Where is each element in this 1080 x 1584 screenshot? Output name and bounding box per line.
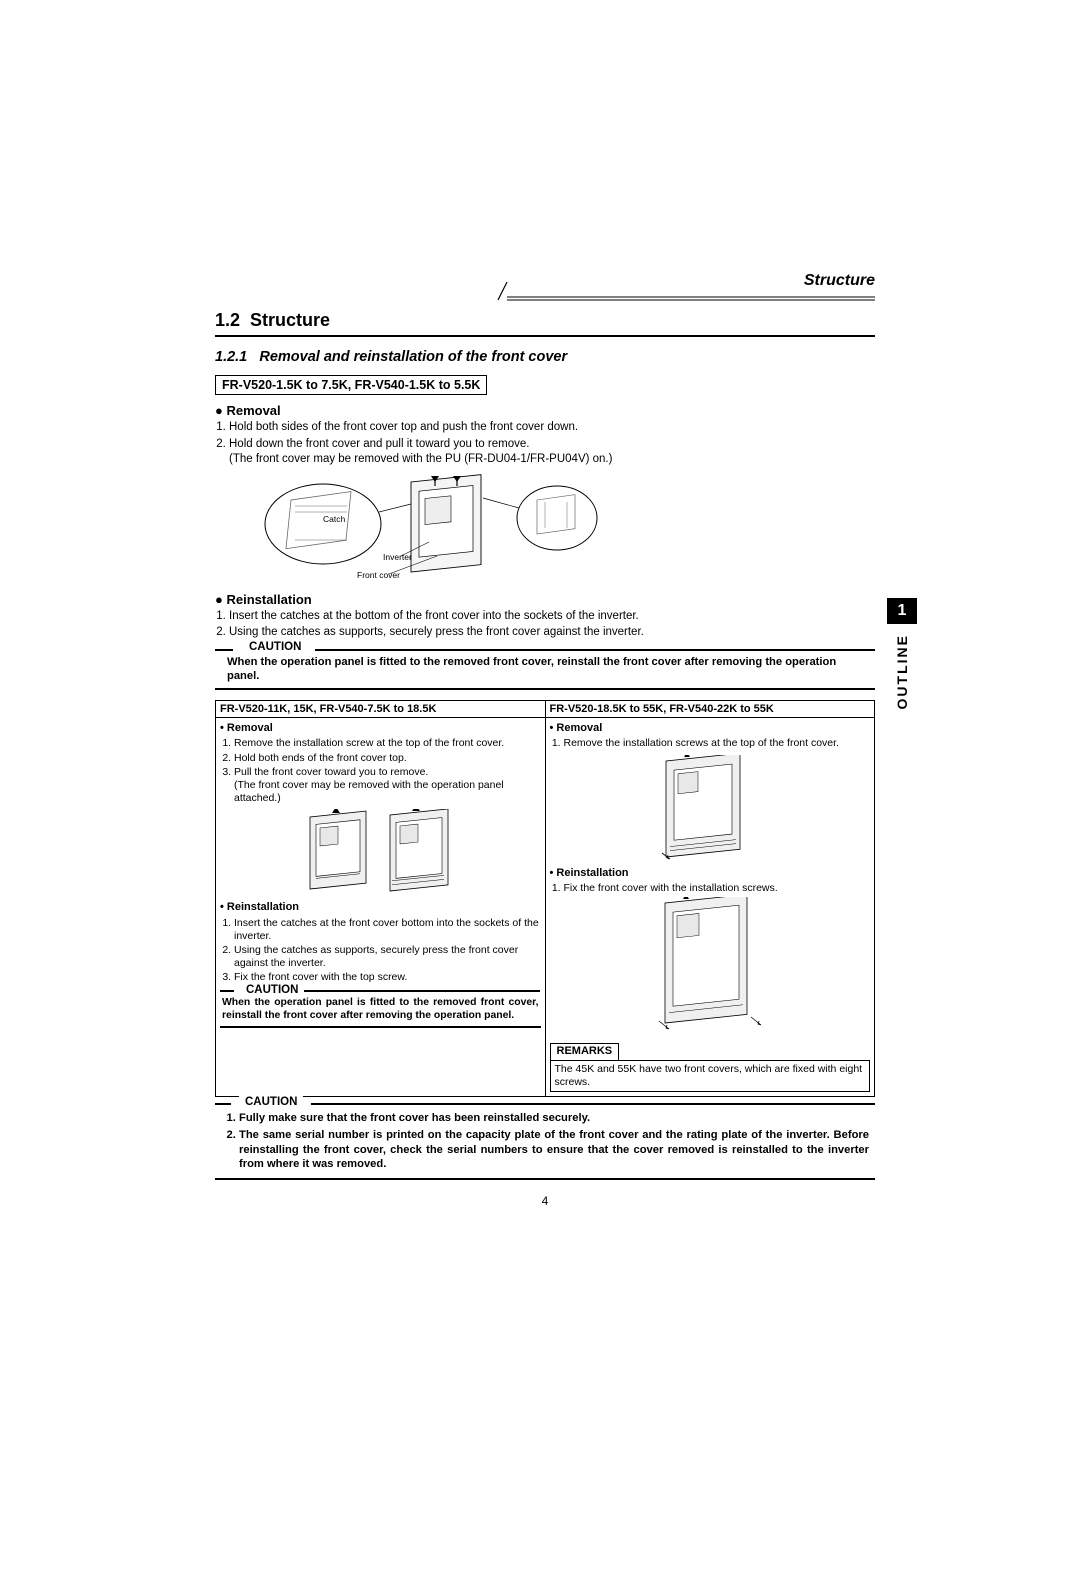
caution-text: When the operation panel is fitted to th… <box>222 996 539 1022</box>
list-item: Pull the front cover toward you to remov… <box>234 766 541 805</box>
cell-head-right: FR-V520-18.5K to 55K, FR-V540-22K to 55K <box>546 701 875 718</box>
list-item: The same serial number is printed on the… <box>239 1128 869 1172</box>
section-underline <box>215 335 875 337</box>
figure-main: Catch Inverter Front cover <box>215 474 875 582</box>
section-number: 1.2 <box>215 310 240 330</box>
subsection-name: Removal and reinstallation of the front … <box>259 349 567 365</box>
two-column-table: FR-V520-11K, 15K, FR-V540-7.5K to 18.5K … <box>215 700 875 1098</box>
subsection-number: 1.2.1 <box>215 349 247 365</box>
fig-label-catch: Catch <box>323 514 345 524</box>
section-name: Structure <box>250 310 330 330</box>
remarks-text: The 45K and 55K have two front covers, w… <box>550 1060 871 1092</box>
list-item: Fully make sure that the front cover has… <box>239 1111 869 1126</box>
caution-label: CAUTION <box>239 1096 303 1108</box>
page-number: 4 <box>215 1194 875 1208</box>
reinstall-list: Insert the catches at the bottom of the … <box>215 609 875 641</box>
table-cell-left: FR-V520-11K, 15K, FR-V540-7.5K to 18.5K … <box>216 700 546 1097</box>
figure-right-2 <box>625 897 795 1037</box>
figure-right-1 <box>630 755 790 865</box>
right-removal-list: Remove the installation screws at the to… <box>550 737 871 750</box>
remarks-box: REMARKS The 45K and 55K have two front c… <box>550 1043 871 1092</box>
fig-label-front-cover: Front cover <box>357 570 400 580</box>
right-reinstall-h: • Reinstallation <box>550 867 871 881</box>
fig-label-inverter: Inverter <box>383 552 412 562</box>
removal-heading: ● Removal <box>215 403 875 418</box>
tab-label: OUTLINE <box>894 634 910 709</box>
figure-left <box>280 809 480 897</box>
list-item: Insert the catches at the front cover bo… <box>234 917 541 943</box>
list-item: Remove the installation screw at the top… <box>234 737 541 750</box>
reinstall-heading: ● Reinstallation <box>215 592 875 607</box>
model-box-a: FR-V520-1.5K to 7.5K, FR-V540-1.5K to 5.… <box>215 375 487 395</box>
side-tab: 1 OUTLINE <box>887 598 917 709</box>
left-removal-h: • Removal <box>220 722 541 736</box>
caution-box-2: CAUTION Fully make sure that the front c… <box>215 1105 875 1179</box>
caution-box-left: CAUTION When the operation panel is fitt… <box>220 992 541 1028</box>
tab-number: 1 <box>887 598 917 624</box>
right-removal-h: • Removal <box>550 722 871 736</box>
left-removal-list: Remove the installation screw at the top… <box>220 737 541 805</box>
caution-label: CAUTION <box>243 641 307 653</box>
subsection-title: 1.2.1 Removal and reinstallation of the … <box>215 349 875 365</box>
left-reinstall-h: • Reinstallation <box>220 901 541 915</box>
list-item: Remove the installation screws at the to… <box>564 737 871 750</box>
page-content: Structure 1.2 Structure 1.2.1 Removal an… <box>215 278 875 1208</box>
removal-list: Hold both sides of the front cover top a… <box>215 420 875 468</box>
list-item: Fix the front cover with the installatio… <box>564 882 871 895</box>
caution-label: CAUTION <box>240 983 304 997</box>
header-divider <box>215 278 875 302</box>
list-item: Insert the catches at the bottom of the … <box>229 609 875 625</box>
list-item: Hold down the front cover and pull it to… <box>229 437 875 468</box>
running-title: Structure <box>804 272 875 292</box>
list-item: Hold both sides of the front cover top a… <box>229 420 875 436</box>
table-cell-right: FR-V520-18.5K to 55K, FR-V540-22K to 55K… <box>545 700 875 1097</box>
left-reinstall-list: Insert the catches at the front cover bo… <box>220 917 541 985</box>
caution2-list: Fully make sure that the front cover has… <box>221 1111 869 1171</box>
caution-box-1: CAUTION When the operation panel is fitt… <box>215 651 875 690</box>
remarks-label: REMARKS <box>550 1043 620 1060</box>
list-item: Hold both ends of the front cover top. <box>234 752 541 765</box>
list-item: Using the catches as supports, securely … <box>234 944 541 970</box>
cell-head-left: FR-V520-11K, 15K, FR-V540-7.5K to 18.5K <box>216 701 545 718</box>
list-item: Using the catches as supports, securely … <box>229 625 875 641</box>
section-title: 1.2 Structure <box>215 310 875 331</box>
right-reinstall-list: Fix the front cover with the installatio… <box>550 882 871 895</box>
caution-text: When the operation panel is fitted to th… <box>221 655 869 684</box>
